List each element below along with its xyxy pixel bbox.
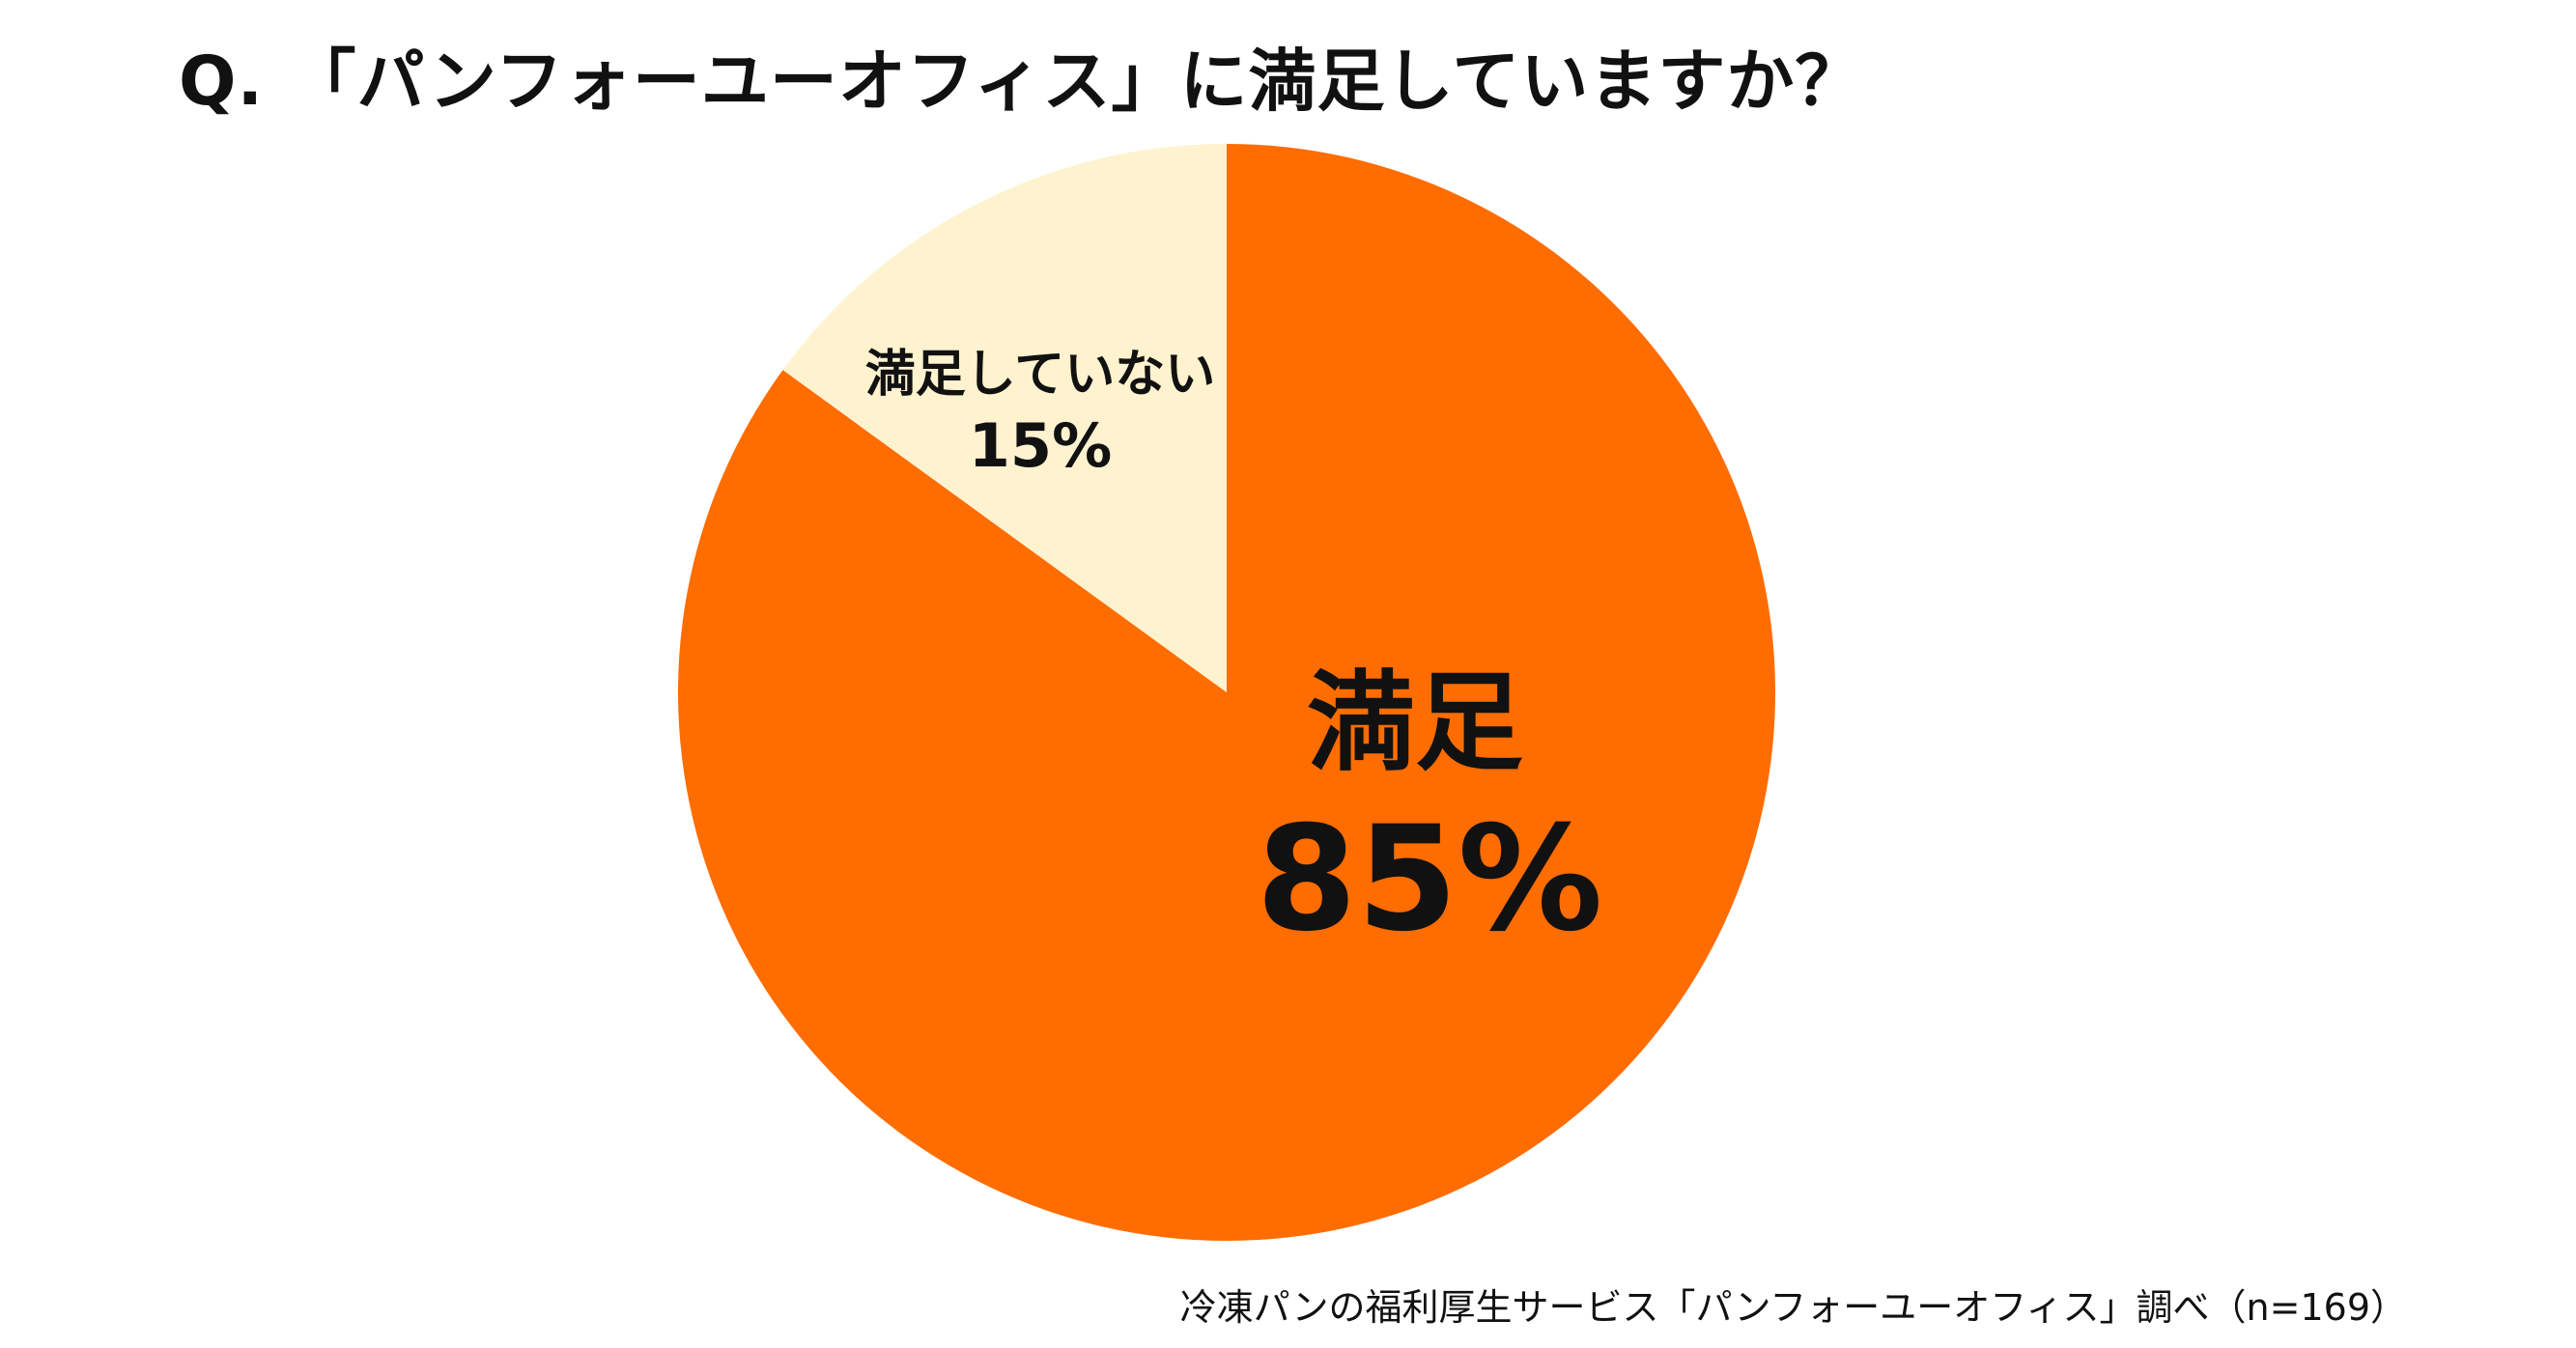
slice-value-satisfied: 85%: [1256, 796, 1602, 964]
pie-slice-satisfied: [678, 143, 1776, 1241]
pie-slices: [678, 143, 1776, 1241]
source-note: 冷凍パンの福利厚生サービス「パンフォーユーオフィス」調べ（n=169）: [1179, 1286, 2407, 1329]
chart-title: Q. 「パンフォーユーオフィス」に満足していますか？: [179, 42, 1864, 121]
slice-value-not-satisfied: 15%: [969, 410, 1112, 481]
slice-label-satisfied: 満足: [1307, 660, 1523, 786]
pie-slice-not-satisfied: [782, 144, 1227, 692]
slice-label-not-satisfied: 満足していない: [865, 346, 1215, 404]
